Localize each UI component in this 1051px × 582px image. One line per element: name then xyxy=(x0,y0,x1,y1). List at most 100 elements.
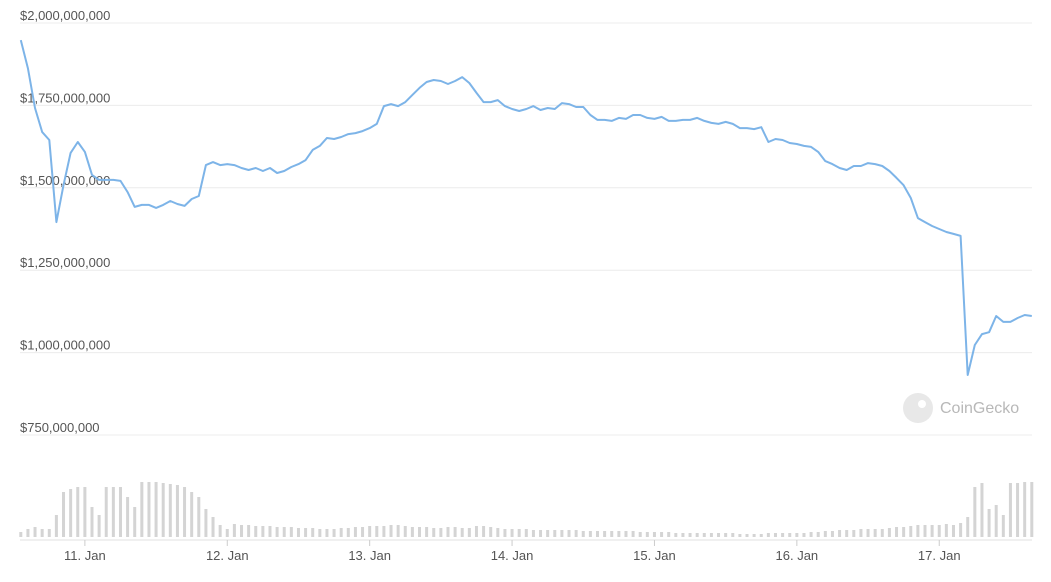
volume-bar xyxy=(467,528,471,537)
volume-bar xyxy=(368,526,372,537)
volume-bar xyxy=(895,527,899,537)
volume-bar xyxy=(275,527,279,537)
volume-bar xyxy=(909,526,913,537)
volume-bar xyxy=(496,528,500,537)
volume-bar xyxy=(631,531,635,537)
volume-bar xyxy=(645,532,649,537)
volume-bar xyxy=(930,525,934,537)
volume-bar xyxy=(190,492,194,537)
volume-bar xyxy=(610,531,614,537)
volume-bar xyxy=(425,527,429,537)
volume-bar xyxy=(724,533,728,537)
volume-bar xyxy=(759,534,763,537)
volume-bar xyxy=(709,533,713,537)
volume-bar xyxy=(332,529,336,537)
volume-bar xyxy=(624,531,628,537)
watermark-logo xyxy=(903,393,933,423)
volume-bar xyxy=(232,524,236,537)
x-tick-label: 14. Jan xyxy=(491,548,534,563)
y-tick-label: $1,750,000,000 xyxy=(20,90,110,105)
x-tick-label: 16. Jan xyxy=(776,548,819,563)
volume-bar xyxy=(838,530,842,537)
volume-bar xyxy=(346,528,350,537)
volume-bar xyxy=(289,527,293,537)
volume-bar xyxy=(539,530,543,537)
volume-bar xyxy=(695,533,699,537)
volume-bar xyxy=(339,528,343,537)
volume-bar xyxy=(781,533,785,537)
y-tick-label: $1,000,000,000 xyxy=(20,338,110,353)
volume-bar xyxy=(1001,515,1005,537)
volume-bar xyxy=(517,529,521,537)
volume-bar xyxy=(994,505,998,537)
volume-bar xyxy=(325,529,329,537)
y-tick-label: $750,000,000 xyxy=(20,420,100,435)
volume-bar xyxy=(1008,483,1012,537)
volume-bar xyxy=(674,533,678,537)
volume-bar xyxy=(531,530,535,537)
volume-bar xyxy=(218,525,222,537)
volume-bar xyxy=(97,515,101,537)
volume-bar xyxy=(887,528,891,537)
volume-bar xyxy=(866,529,870,537)
volume-bar xyxy=(147,482,151,537)
volume-bar xyxy=(254,526,258,537)
x-tick-label: 17. Jan xyxy=(918,548,961,563)
price-line xyxy=(19,39,1032,376)
volume-bar xyxy=(830,531,834,537)
volume-bar xyxy=(418,527,422,537)
volume-bar xyxy=(823,531,827,537)
volume-bar xyxy=(873,529,877,537)
volume-bar xyxy=(453,527,457,537)
volume-bar xyxy=(553,530,557,537)
volume-bar xyxy=(688,533,692,537)
volume-bar xyxy=(617,531,621,537)
volume-bar xyxy=(788,533,792,537)
volume-bar xyxy=(33,527,37,537)
watermark-logo-eye xyxy=(918,400,926,408)
volume-bar xyxy=(261,526,265,537)
volume-bar xyxy=(524,529,528,537)
volume-bar xyxy=(859,529,863,537)
x-tick-label: 11. Jan xyxy=(64,548,106,563)
volume-bar xyxy=(752,534,756,537)
volume-bar xyxy=(47,529,51,537)
volume-bar xyxy=(240,525,244,537)
volume-bar xyxy=(54,515,58,537)
volume-bar xyxy=(460,528,464,537)
volume-bar xyxy=(183,487,187,537)
volume-bar xyxy=(175,485,179,537)
volume-bar xyxy=(382,526,386,537)
x-tick-label: 13. Jan xyxy=(348,548,391,563)
volume-bar xyxy=(396,525,400,537)
volume-bar xyxy=(667,532,671,537)
volume-bar xyxy=(681,533,685,537)
volume-bar xyxy=(403,526,407,537)
volume-bar xyxy=(951,525,955,537)
volume-bar xyxy=(118,487,122,537)
y-tick-label: $2,000,000,000 xyxy=(20,8,110,23)
volume-bar xyxy=(104,487,108,537)
volume-bar xyxy=(660,532,664,537)
watermark: CoinGecko xyxy=(903,393,1019,423)
volume-bar xyxy=(126,497,130,537)
volume-bar xyxy=(802,533,806,537)
volume-bar xyxy=(111,487,115,537)
volume-bar xyxy=(225,529,229,537)
volume-bar xyxy=(361,527,365,537)
volume-bar xyxy=(717,533,721,537)
volume-bar xyxy=(69,489,73,537)
volume-bar xyxy=(923,525,927,537)
volume-bar xyxy=(353,527,357,537)
volume-bar xyxy=(439,528,443,537)
volume-bar xyxy=(83,487,87,537)
volume-bar xyxy=(482,526,486,537)
volume-bar xyxy=(588,531,592,537)
volume-bar xyxy=(389,525,393,537)
volume-bar xyxy=(581,531,585,537)
volume-bar xyxy=(40,529,44,537)
volume-bar xyxy=(603,531,607,537)
volume-bar xyxy=(795,533,799,537)
volume-bar xyxy=(880,529,884,537)
